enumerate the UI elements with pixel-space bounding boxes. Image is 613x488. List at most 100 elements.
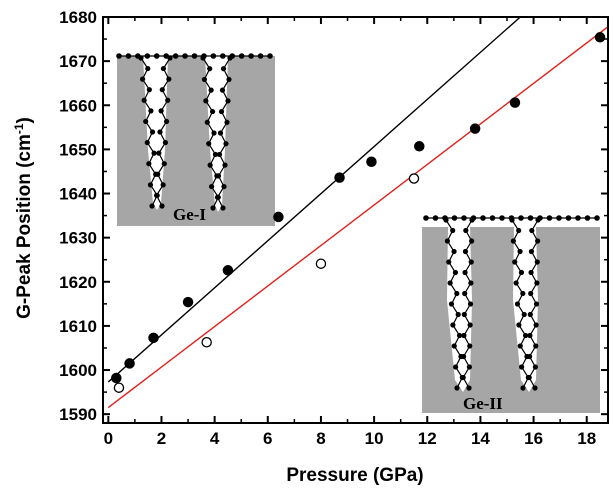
surface-atom [575, 215, 581, 221]
molecule-atom [467, 301, 474, 307]
x-tick-label: 14 [471, 429, 490, 448]
y-axis-ticks: 1590 1600 1610 1620 1630 1640 1650 1660 1670 1680 [59, 8, 608, 424]
y-axis-title-main: G-Peak Position (cm [14, 134, 35, 319]
molecule-atom [207, 66, 213, 72]
molecule-atom [200, 55, 206, 61]
surface-atom [238, 53, 245, 59]
surface-atom [257, 53, 264, 59]
surface-atom [432, 215, 439, 221]
molecule-atom [148, 108, 154, 114]
molecule-atom [162, 139, 169, 146]
x-axis-title: Pressure (GPa) [286, 465, 423, 486]
molecule-atom [161, 161, 167, 167]
data-point-filled [182, 296, 194, 308]
inset-ge-i-pore-right [205, 56, 228, 212]
molecule-atom [160, 65, 167, 72]
molecule-atom [210, 205, 216, 211]
surface-atom [125, 53, 132, 59]
molecule-atom [533, 322, 539, 328]
molecule-atom [165, 97, 171, 103]
surface-atom [182, 53, 188, 59]
molecule-atom [469, 238, 475, 244]
data-point-filled [111, 372, 122, 384]
molecule-atom [533, 343, 539, 349]
x-tick-label: 4 [210, 429, 220, 448]
inset-ge-i-pore-left [143, 56, 168, 210]
molecule-atom [220, 66, 227, 72]
x-tick-label: 8 [316, 429, 325, 448]
molecule-atom [526, 374, 532, 381]
molecule-atom [143, 118, 149, 125]
y-axis-title-close: ) [14, 117, 35, 123]
molecule-atom [461, 311, 467, 318]
molecule-atom [443, 217, 449, 223]
fit-line [107, 26, 608, 409]
y-tick-label: 1630 [59, 229, 97, 248]
data-point-open [315, 258, 327, 269]
data-point-open [408, 173, 420, 184]
molecule-atom [452, 269, 459, 276]
molecule-atom [509, 217, 515, 223]
molecule-atom [462, 269, 468, 276]
surface-atom [172, 53, 179, 59]
molecule-atom [159, 87, 165, 93]
surface-atom [584, 215, 591, 221]
surface-atom [220, 53, 226, 59]
inset-ge-i-molecule-chains [116, 53, 273, 211]
molecule-atom [208, 183, 215, 190]
molecule-atom [516, 322, 522, 328]
molecule-atom [151, 150, 157, 156]
data-point-filled [469, 123, 481, 134]
x-tick-label: 16 [524, 429, 543, 448]
x-tick-label: 18 [577, 429, 596, 448]
surface-atom [144, 53, 151, 59]
molecule-atom [218, 108, 225, 115]
molecule-atom [456, 332, 463, 339]
molecule-atom [520, 385, 526, 391]
plot-frame [102, 16, 609, 424]
molecule-atom [147, 182, 154, 188]
molecule-atom [227, 55, 233, 61]
molecule-atom [450, 227, 456, 234]
molecule-atom [451, 343, 457, 349]
molecule-atom [451, 248, 457, 255]
molecule-atom [460, 353, 467, 360]
molecule-atom [219, 87, 226, 93]
surface-atom [191, 53, 198, 59]
molecule-atom [461, 332, 467, 339]
molecule-atom [528, 290, 534, 297]
molecule-atom [149, 203, 155, 209]
surface-atom [480, 215, 486, 221]
molecule-atom [146, 87, 152, 93]
molecule-atom [520, 290, 526, 297]
inset-ge-i-substrate [117, 56, 275, 226]
molecule-atom [468, 259, 474, 265]
molecule-atom [159, 203, 165, 209]
y-axis-title: G-Peak Position (cm-1) [12, 117, 35, 319]
molecule-atom [224, 119, 230, 125]
molecule-atom [462, 290, 468, 297]
data-point-filled [148, 332, 159, 344]
molecule-atom [513, 280, 519, 286]
molecule-atom [512, 259, 518, 265]
molecule-atom [226, 76, 232, 83]
surface-atom [153, 53, 160, 59]
molecule-atom [460, 374, 466, 381]
molecule-atom [214, 194, 221, 200]
molecule-atom [517, 248, 523, 255]
molecule-atom [139, 76, 146, 82]
x-tick-label: 0 [104, 429, 113, 448]
surface-atom [267, 53, 273, 59]
data-point-filled [124, 358, 135, 369]
data-point-filled [334, 172, 345, 183]
molecule-atom [450, 322, 456, 328]
molecule-atom [466, 385, 472, 391]
x-tick-label: 2 [157, 429, 166, 448]
data-point-filled [222, 265, 234, 276]
y-tick-label: 1650 [59, 140, 97, 159]
molecule-atom [528, 269, 534, 276]
molecule-atom [201, 76, 208, 83]
fit-lines [107, 17, 608, 409]
molecule-atom [517, 343, 523, 349]
molecule-atom [215, 173, 222, 179]
